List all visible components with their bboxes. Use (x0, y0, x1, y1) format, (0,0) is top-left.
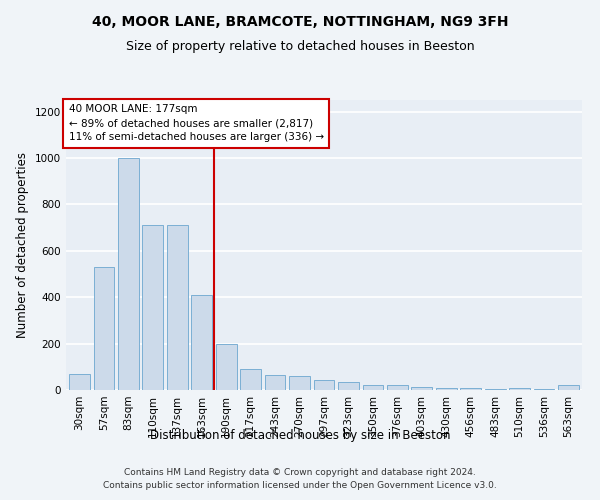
Bar (118, 158, 139, 390)
Bar (289, 376, 310, 390)
Text: Size of property relative to detached houses in Beeston: Size of property relative to detached ho… (125, 40, 475, 53)
Bar (94, 267, 114, 390)
Bar (460, 388, 481, 390)
Bar (142, 226, 163, 390)
Bar (216, 344, 236, 390)
Text: Contains public sector information licensed under the Open Government Licence v3: Contains public sector information licen… (103, 482, 497, 490)
Bar (362, 386, 383, 390)
Bar (314, 380, 334, 390)
Bar (485, 389, 506, 390)
Bar (69, 374, 90, 390)
Bar (387, 386, 408, 390)
Bar (191, 295, 212, 390)
Bar (509, 388, 530, 390)
Text: 40 MOOR LANE: 177sqm
← 89% of detached houses are smaller (2,817)
11% of semi-de: 40 MOOR LANE: 177sqm ← 89% of detached h… (68, 104, 324, 142)
Text: Contains HM Land Registry data © Crown copyright and database right 2024.: Contains HM Land Registry data © Crown c… (124, 468, 476, 477)
Bar (240, 369, 261, 390)
Bar (412, 386, 432, 390)
Bar (534, 389, 554, 390)
Bar (436, 388, 457, 390)
Bar (167, 226, 188, 390)
Bar (265, 375, 286, 390)
Bar (338, 382, 359, 390)
Y-axis label: Number of detached properties: Number of detached properties (16, 152, 29, 338)
Text: Distribution of detached houses by size in Beeston: Distribution of detached houses by size … (150, 428, 450, 442)
Bar (558, 386, 579, 390)
Text: 40, MOOR LANE, BRAMCOTE, NOTTINGHAM, NG9 3FH: 40, MOOR LANE, BRAMCOTE, NOTTINGHAM, NG9… (92, 15, 508, 29)
